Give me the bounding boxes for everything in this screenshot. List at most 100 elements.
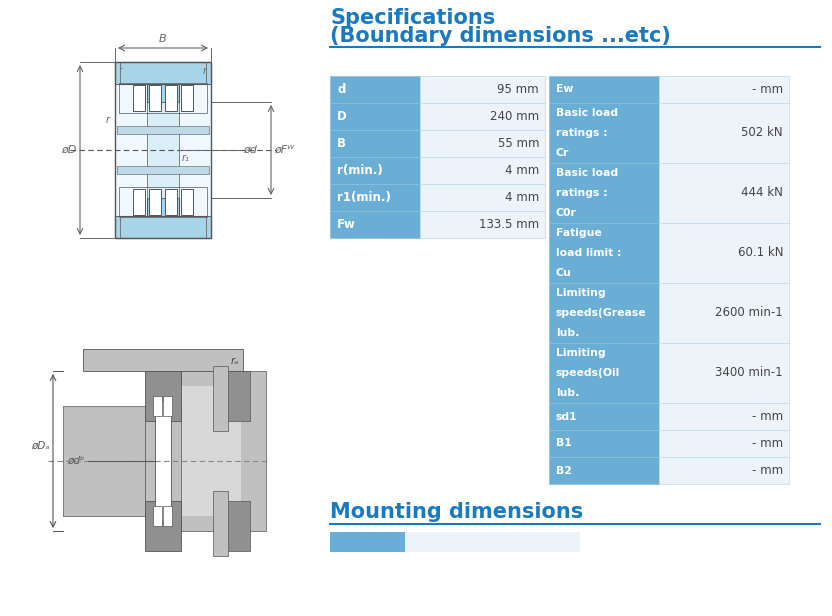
Bar <box>117 166 209 174</box>
Bar <box>145 371 181 421</box>
Bar <box>206 216 211 238</box>
Bar <box>420 103 545 130</box>
Text: r₁: r₁ <box>182 153 190 163</box>
Bar <box>83 349 243 371</box>
Bar <box>420 184 545 211</box>
Bar <box>115 216 211 238</box>
Bar <box>117 126 209 134</box>
Text: d: d <box>337 83 345 96</box>
Bar <box>115 84 211 216</box>
Bar <box>181 371 266 531</box>
Text: lub.: lub. <box>556 328 579 338</box>
Bar <box>659 343 789 403</box>
Bar <box>181 386 241 516</box>
Text: 444 kN: 444 kN <box>741 187 783 200</box>
Text: 95 mm: 95 mm <box>498 83 539 96</box>
Text: Limiting: Limiting <box>556 348 606 358</box>
Text: C0r: C0r <box>556 208 577 218</box>
Bar <box>659 430 789 457</box>
Bar <box>549 430 659 457</box>
Text: load limit :: load limit : <box>556 248 622 258</box>
Text: øD: øD <box>62 145 77 155</box>
Text: ødᵇ: ødᵇ <box>67 456 85 466</box>
Text: lub.: lub. <box>556 388 579 398</box>
Text: B1: B1 <box>556 439 572 448</box>
Text: rₐ: rₐ <box>231 356 240 366</box>
Text: Cu: Cu <box>556 268 572 278</box>
Bar <box>549 223 659 283</box>
Bar <box>549 103 659 163</box>
Text: speeds(Grease: speeds(Grease <box>556 308 646 318</box>
Text: Basic load: Basic load <box>556 168 618 178</box>
Text: Mounting dimensions: Mounting dimensions <box>330 502 583 522</box>
Bar <box>549 163 659 223</box>
Text: r: r <box>203 66 207 76</box>
Bar <box>181 85 193 111</box>
Bar <box>659 103 789 163</box>
Text: r1(min.): r1(min.) <box>337 191 391 204</box>
Text: Limiting: Limiting <box>556 288 606 298</box>
Text: Fatigue: Fatigue <box>556 228 602 238</box>
Bar <box>225 501 250 551</box>
Bar <box>549 343 659 403</box>
Bar <box>549 457 659 484</box>
Bar <box>420 211 545 238</box>
Text: Ew: Ew <box>556 84 573 94</box>
Bar <box>147 102 179 198</box>
Bar <box>181 189 193 215</box>
Bar <box>119 83 207 113</box>
Bar <box>165 189 177 215</box>
Text: Cr: Cr <box>556 148 569 158</box>
Text: speeds(Oil: speeds(Oil <box>556 368 620 378</box>
Text: - mm: - mm <box>752 83 783 96</box>
Text: 55 mm: 55 mm <box>498 137 539 150</box>
Bar <box>659 163 789 223</box>
Bar <box>115 62 211 84</box>
Text: B2: B2 <box>556 466 572 476</box>
Text: ød: ød <box>243 145 257 155</box>
Bar <box>213 366 228 431</box>
Bar <box>330 157 420 184</box>
Bar <box>659 76 789 103</box>
Bar <box>420 130 545 157</box>
Text: - mm: - mm <box>752 464 783 477</box>
Text: - mm: - mm <box>752 410 783 423</box>
Text: D: D <box>337 110 347 123</box>
Bar <box>549 403 659 430</box>
Bar <box>659 223 789 283</box>
Text: ratings :: ratings : <box>556 128 607 138</box>
Text: 4 mm: 4 mm <box>505 164 539 177</box>
Text: sd1: sd1 <box>556 411 577 421</box>
Bar <box>153 396 162 416</box>
Bar <box>145 406 181 516</box>
Bar <box>405 532 580 552</box>
Text: (Boundary dimensions ...etc): (Boundary dimensions ...etc) <box>330 26 671 46</box>
Bar <box>115 62 211 238</box>
Bar <box>149 85 161 111</box>
Bar <box>659 403 789 430</box>
Bar <box>155 401 171 521</box>
Bar <box>330 103 420 130</box>
Bar <box>225 371 250 421</box>
Bar <box>659 457 789 484</box>
Text: B: B <box>159 34 166 44</box>
Text: Fw: Fw <box>337 218 356 231</box>
Text: r: r <box>118 66 122 76</box>
Bar <box>149 189 161 215</box>
Bar <box>147 84 179 102</box>
Bar <box>330 211 420 238</box>
Bar <box>115 216 120 238</box>
Text: r(min.): r(min.) <box>337 164 383 177</box>
Bar <box>330 76 420 103</box>
Bar <box>206 62 211 84</box>
Bar <box>330 184 420 211</box>
Text: Specifications: Specifications <box>330 8 495 28</box>
Bar <box>659 283 789 343</box>
Text: 240 mm: 240 mm <box>490 110 539 123</box>
Bar <box>133 189 145 215</box>
Text: r: r <box>106 115 110 125</box>
Bar <box>330 130 420 157</box>
Bar <box>420 157 545 184</box>
Bar <box>165 85 177 111</box>
Bar <box>119 187 207 217</box>
